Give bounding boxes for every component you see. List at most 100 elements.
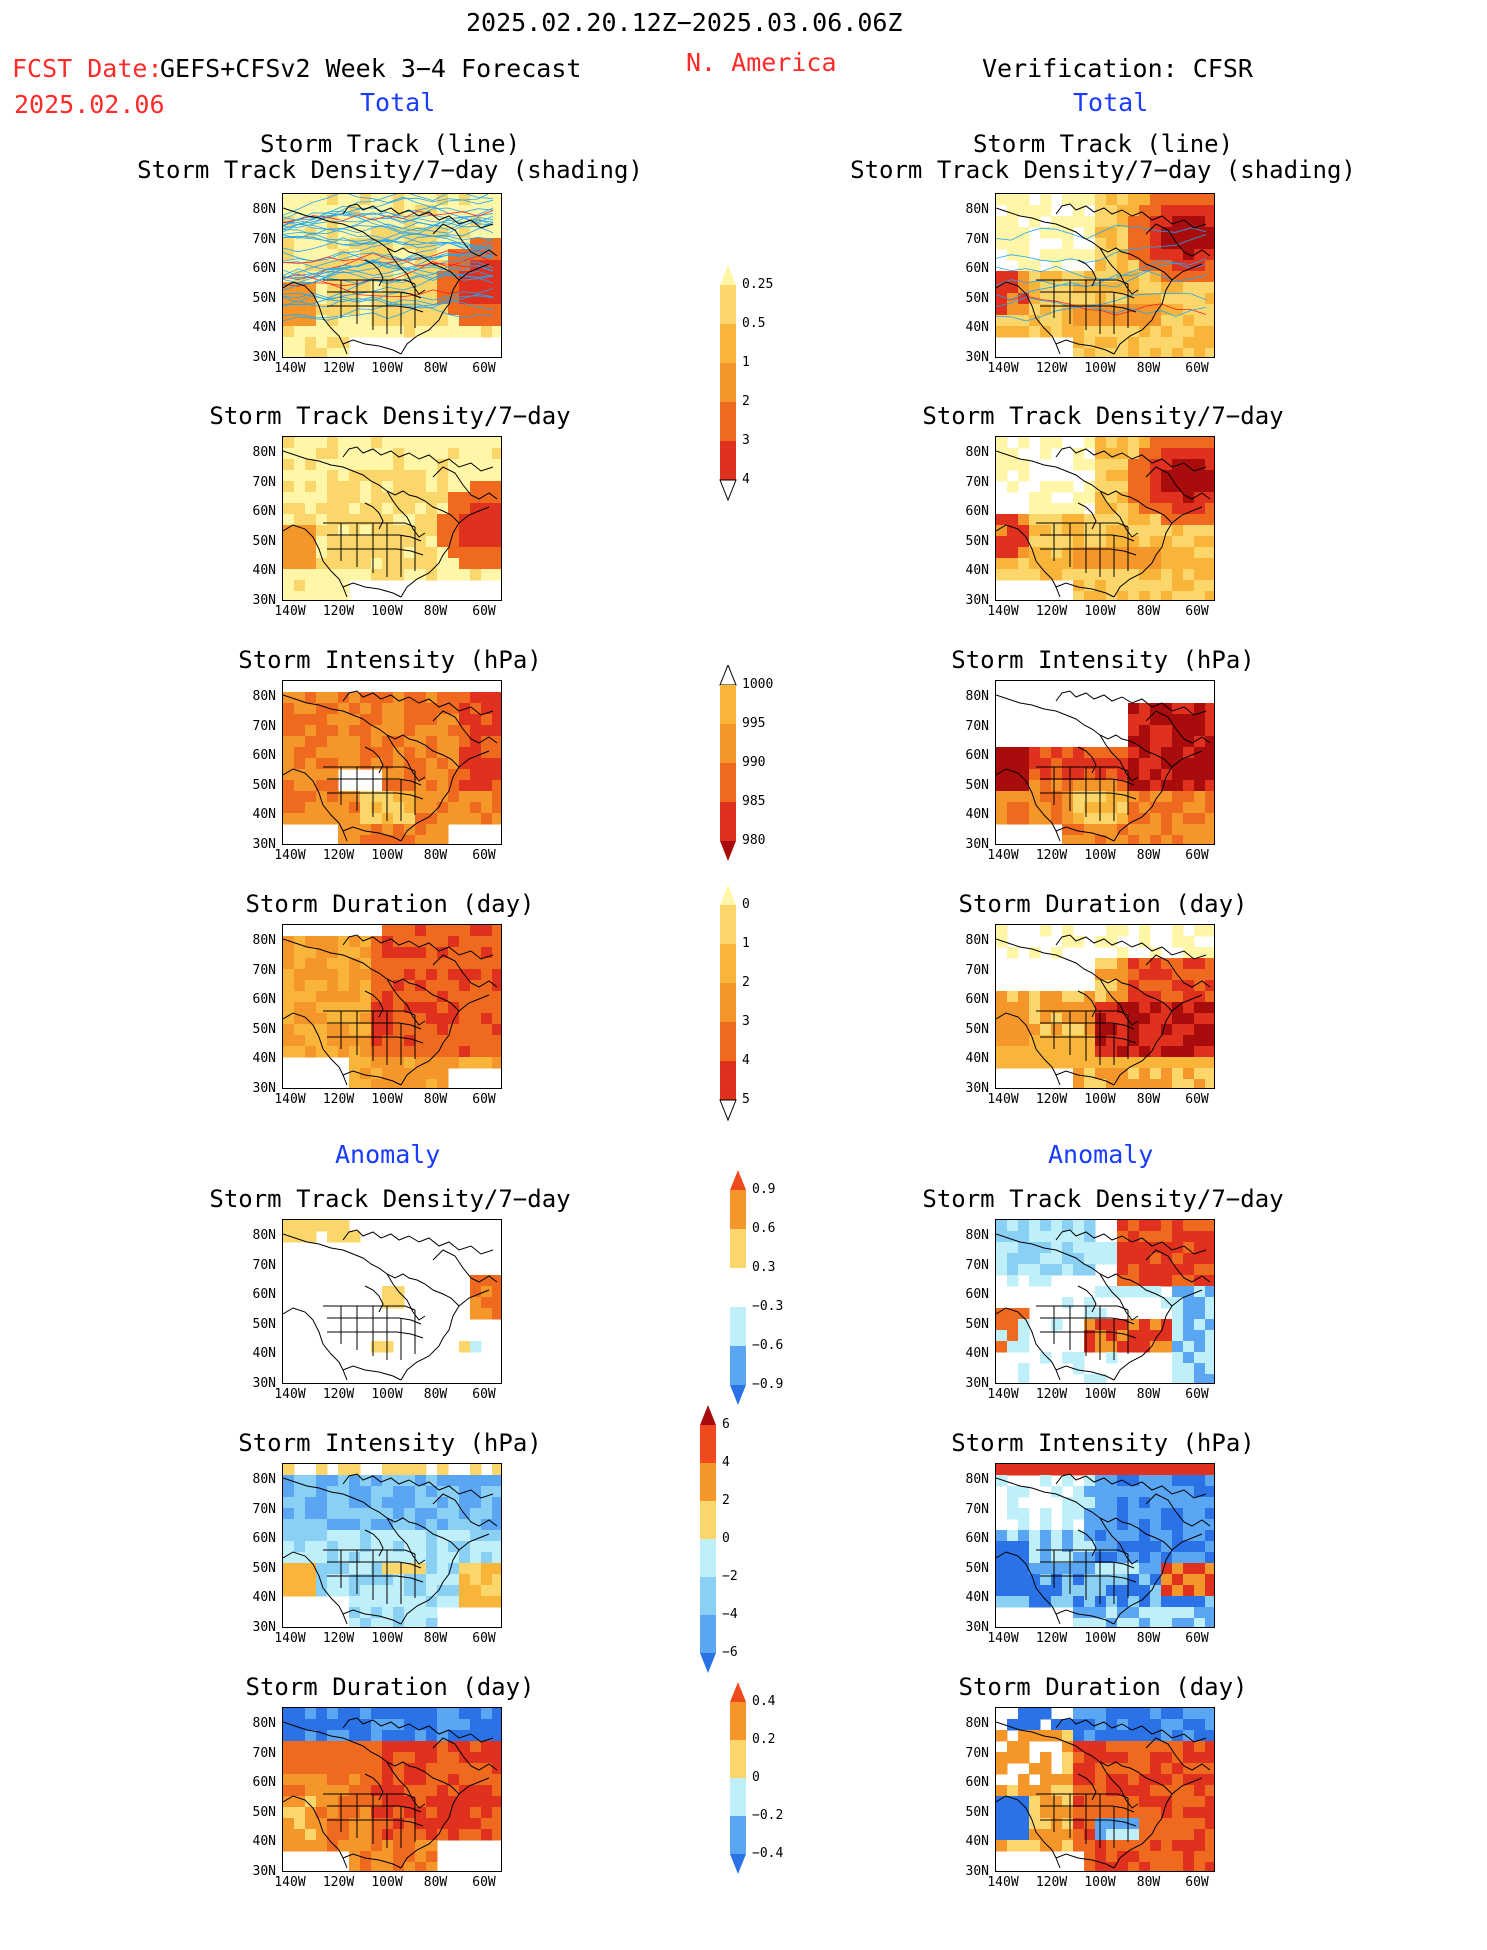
heatmap-cell bbox=[415, 936, 427, 948]
heatmap-cell bbox=[327, 1785, 339, 1797]
heatmap-cell bbox=[1128, 703, 1140, 715]
heatmap-cell bbox=[1007, 1341, 1019, 1353]
heatmap-cell bbox=[305, 1574, 317, 1586]
heatmap-cell bbox=[1161, 194, 1173, 206]
heatmap-cell bbox=[1062, 991, 1074, 1003]
lat-tick-label: 30N bbox=[252, 1375, 276, 1391]
lon-tick-label: 140W bbox=[987, 1092, 1019, 1107]
heatmap-cell bbox=[1117, 1079, 1129, 1088]
heatmap-cell bbox=[481, 1785, 493, 1797]
heatmap-cell bbox=[1172, 580, 1184, 592]
map-plot-area bbox=[282, 1219, 502, 1384]
heatmap-cell bbox=[283, 725, 295, 737]
heatmap-cell bbox=[404, 1774, 416, 1786]
heatmap-cell bbox=[1150, 769, 1162, 781]
heatmap-cell bbox=[305, 1024, 317, 1036]
heatmap-cell bbox=[481, 1796, 493, 1808]
heatmap-cell bbox=[1172, 1807, 1184, 1819]
heatmap-cell bbox=[448, 802, 460, 814]
heatmap-cell bbox=[1172, 991, 1184, 1003]
heatmap-cell bbox=[448, 1730, 460, 1742]
heatmap-cell bbox=[1161, 980, 1173, 992]
heatmap-cell bbox=[492, 813, 501, 825]
heatmap-cell bbox=[371, 980, 383, 992]
heatmap-cell bbox=[294, 249, 306, 261]
heatmap-cell bbox=[1194, 714, 1206, 726]
heatmap-cell bbox=[996, 536, 1008, 548]
heatmap-cell bbox=[1106, 536, 1118, 548]
heatmap-cell bbox=[1084, 227, 1096, 239]
heatmap-cell bbox=[1205, 1840, 1214, 1852]
heatmap-cell bbox=[1139, 503, 1151, 515]
heatmap-cell bbox=[492, 758, 501, 770]
heatmap-cell bbox=[437, 536, 449, 548]
heatmap-cell bbox=[1183, 703, 1195, 715]
heatmap-cell bbox=[1194, 1862, 1206, 1871]
heatmap-cell bbox=[1084, 194, 1096, 206]
coastline bbox=[432, 710, 498, 744]
heatmap-cell bbox=[1183, 1563, 1195, 1575]
heatmap-cell bbox=[426, 547, 438, 559]
heatmap-cell bbox=[382, 1475, 394, 1487]
heatmap-cell bbox=[426, 227, 438, 239]
heatmap-cell bbox=[415, 1607, 427, 1619]
heatmap-cell bbox=[1205, 1486, 1214, 1498]
coastline bbox=[1113, 263, 1203, 355]
heatmap-cell bbox=[426, 459, 438, 471]
heatmap-cell bbox=[459, 1796, 471, 1808]
heatmap-cell bbox=[294, 1519, 306, 1531]
map-svg bbox=[283, 1464, 501, 1627]
heatmap-cell bbox=[283, 1807, 295, 1819]
heatmap-cell bbox=[470, 569, 482, 581]
heatmap-cell bbox=[305, 580, 317, 592]
heatmap-cell bbox=[1205, 1079, 1214, 1088]
heatmap-cell bbox=[1073, 802, 1085, 814]
heatmap-cell bbox=[1139, 1057, 1151, 1069]
lon-tick-label: 140W bbox=[274, 604, 306, 619]
heatmap-cell bbox=[283, 980, 295, 992]
heatmap-cell bbox=[481, 216, 493, 228]
heatmap-cell bbox=[360, 802, 372, 814]
heatmap-cell bbox=[448, 1035, 460, 1047]
heatmap-cell bbox=[1106, 547, 1118, 559]
heatmap-cell bbox=[382, 1851, 394, 1863]
heatmap-cell bbox=[1095, 980, 1107, 992]
heatmap-cell bbox=[338, 703, 350, 715]
heatmap-cell bbox=[470, 205, 482, 217]
heatmap-cell bbox=[327, 1796, 339, 1808]
coastline bbox=[340, 280, 416, 334]
heatmap-cell bbox=[1183, 1374, 1195, 1383]
heatmap-cell bbox=[349, 1002, 361, 1014]
heatmap-cell bbox=[1018, 1530, 1030, 1542]
heatmap-cell bbox=[283, 1585, 295, 1597]
lon-tick-label: 120W bbox=[322, 361, 355, 376]
heatmap-cell bbox=[1139, 1519, 1151, 1531]
heatmap-cell bbox=[1084, 337, 1096, 349]
coastline bbox=[1113, 1777, 1203, 1869]
heatmap-cell bbox=[470, 991, 482, 1003]
heatmap-cell bbox=[1117, 459, 1129, 471]
heatmap-cell bbox=[316, 337, 328, 349]
heatmap-cell bbox=[371, 1530, 383, 1542]
lat-tick-label: 50N bbox=[252, 290, 276, 306]
heatmap-cell bbox=[1117, 1002, 1129, 1014]
heatmap-cell bbox=[1095, 514, 1107, 526]
heatmap-cell bbox=[382, 1596, 394, 1608]
heatmap-cell bbox=[1205, 725, 1214, 737]
heatmap-cell bbox=[1205, 1596, 1214, 1608]
heatmap-cell bbox=[492, 1275, 501, 1287]
heatmap-cell bbox=[294, 791, 306, 803]
heatmap-cell bbox=[1183, 591, 1195, 600]
heatmap-cell bbox=[470, 304, 482, 316]
heatmap-cell bbox=[1018, 547, 1030, 559]
heatmap-cell bbox=[305, 813, 317, 825]
heatmap-cell bbox=[1095, 1807, 1107, 1819]
heatmap-cell bbox=[492, 802, 501, 814]
heatmap-cell bbox=[1073, 1785, 1085, 1797]
heatmap-cell bbox=[1117, 980, 1129, 992]
heatmap-cell bbox=[459, 758, 471, 770]
heatmap-cell bbox=[996, 1829, 1008, 1841]
heatmap-cell bbox=[459, 1818, 471, 1830]
heatmap-cell bbox=[1194, 1719, 1206, 1731]
heatmap-cell bbox=[393, 1297, 405, 1309]
